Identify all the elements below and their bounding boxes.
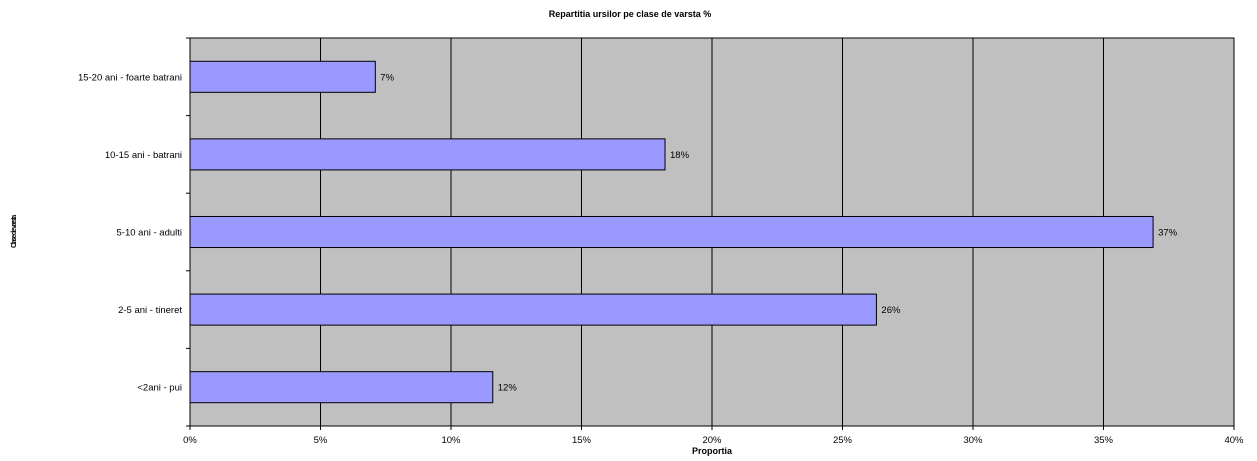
x-axis: 0% 5% 10% 15% 20% 25% 30% 35% 40% bbox=[183, 426, 1244, 446]
data-label: 12% bbox=[498, 383, 518, 394]
bars: 7% 18% 37% 26% 12% bbox=[189, 60, 1178, 404]
data-label: 7% bbox=[380, 72, 394, 83]
x-axis-title: Proportia bbox=[692, 446, 733, 456]
chart-title: Repartitia ursilor pe clase de varsta % bbox=[549, 9, 712, 19]
data-label: 26% bbox=[881, 305, 901, 316]
category-label: 15-20 ani - foarte batrani bbox=[78, 72, 182, 83]
x-tick-label: 20% bbox=[702, 435, 722, 446]
bar bbox=[189, 215, 1154, 249]
bar bbox=[189, 293, 877, 326]
y-axis: 15-20 ani - foarte batrani 10-15 ani - ba… bbox=[78, 37, 191, 427]
category-label: 5-10 ani - adulti bbox=[117, 228, 182, 239]
x-tick-label: 15% bbox=[572, 435, 592, 446]
data-label: 37% bbox=[1158, 228, 1178, 239]
category-label: 2-5 ani - tineret bbox=[118, 305, 182, 316]
bar bbox=[189, 371, 494, 404]
y-axis-title: Clase de varsta bbox=[11, 215, 18, 248]
bar bbox=[189, 60, 376, 93]
x-tick-label: 40% bbox=[1224, 435, 1244, 446]
x-tick-label: 30% bbox=[963, 435, 983, 446]
x-tick-label: 10% bbox=[441, 435, 461, 446]
category-label: 10-15 ani - batrani bbox=[105, 150, 182, 161]
x-tick-label: 35% bbox=[1094, 435, 1114, 446]
data-label: 18% bbox=[670, 150, 690, 161]
x-tick-label: 25% bbox=[833, 435, 853, 446]
x-tick-label: 0% bbox=[183, 435, 197, 446]
x-tick-label: 5% bbox=[314, 435, 328, 446]
bar bbox=[189, 138, 666, 171]
category-label: <2ani - pui bbox=[137, 383, 182, 394]
